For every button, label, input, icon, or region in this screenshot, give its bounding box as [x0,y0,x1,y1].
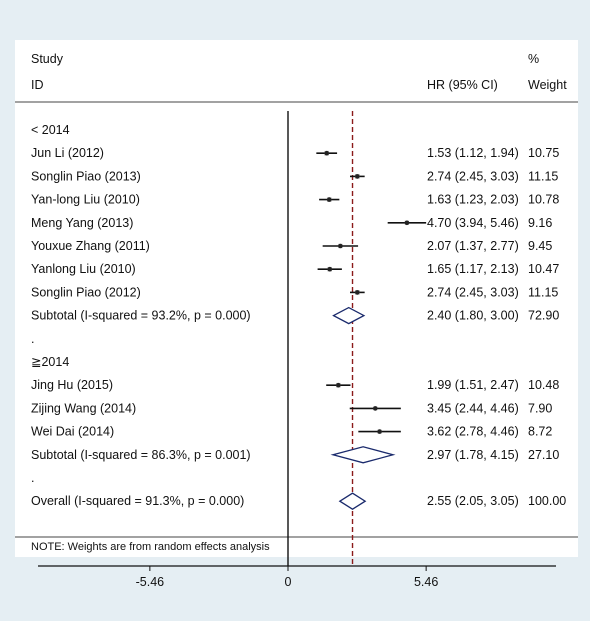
weight-value: 27.10 [528,448,559,462]
id-header: ID [31,78,44,92]
study-label: Subtotal (I-squared = 93.2%, p = 0.000) [31,309,251,323]
study-label: Jun Li (2012) [31,146,104,160]
study-label: Youxue Zhang (2011) [31,239,150,253]
hr-ci-value: 2.74 (2.45, 3.03) [427,285,519,299]
subtotal-diamond [332,306,366,325]
point-estimate-marker [372,406,378,411]
weight-value: 9.45 [528,239,552,253]
x-tick-label: 0 [285,575,292,589]
overall-diamond [338,492,367,510]
hr-ci-value: 3.45 (2.44, 4.46) [427,401,519,415]
point-estimate-marker [324,150,330,156]
weight-value: 11.15 [528,285,558,299]
point-estimate-marker [326,197,332,202]
point-estimate-marker [377,429,382,434]
weight-value: 7.90 [528,401,552,415]
spacer-dot: . [31,332,34,346]
point-estimate-marker [327,266,333,272]
study-label: Songlin Piao (2012) [31,285,141,299]
hr-ci-value: 4.70 (3.94, 5.46) [427,216,519,230]
weight-header: Weight [528,78,567,92]
hr-ci-value: 3.62 (2.78, 4.46) [427,425,519,439]
hr-ci-value: 2.74 (2.45, 3.03) [427,169,519,183]
study-label: Yanlong Liu (2010) [31,262,136,276]
point-estimate-marker [336,382,341,388]
weight-value: 72.90 [528,309,559,323]
hr-ci-value: 1.63 (1.23, 2.03) [427,193,519,207]
point-estimate-marker [355,290,360,295]
hr-ci-value: 2.97 (1.78, 4.15) [427,448,519,462]
hr-ci-value: 2.55 (2.05, 3.05) [427,494,519,508]
weight-value: 10.47 [528,262,559,276]
spacer-dot: . [31,471,34,485]
hr-header: HR (95% CI) [427,78,498,92]
footnote: NOTE: Weights are from random effects an… [31,541,270,553]
group-label: < 2014 [31,123,70,137]
weight-value: 10.48 [528,378,559,392]
study-label: Meng Yang (2013) [31,216,133,230]
subtotal-diamond [330,446,396,464]
hr-ci-value: 1.53 (1.12, 1.94) [427,146,519,160]
point-estimate-marker [338,243,343,249]
study-label: Songlin Piao (2013) [31,169,141,183]
plot-panel [15,40,578,557]
weight-value: 10.75 [528,146,559,160]
percent-header: % [528,52,539,66]
weight-value: 11.15 [528,169,558,183]
hr-ci-value: 2.07 (1.37, 2.77) [427,239,519,253]
x-tick-label: 5.46 [414,575,438,589]
hr-ci-value: 1.65 (1.17, 2.13) [427,262,519,276]
hr-ci-value: 2.40 (1.80, 3.00) [427,309,519,323]
hr-ci-value: 1.99 (1.51, 2.47) [427,378,519,392]
study-label: Yan-long Liu (2010) [31,193,140,207]
study-label: Wei Dai (2014) [31,425,114,439]
study-label: Jing Hu (2015) [31,378,113,392]
group-label: ≧2014 [31,355,69,369]
study-header: Study [31,52,64,66]
study-label: Overall (I-squared = 91.3%, p = 0.000) [31,494,244,508]
weight-value: 9.16 [528,216,552,230]
weight-value: 8.72 [528,425,552,439]
study-label: Zijing Wang (2014) [31,401,136,415]
point-estimate-marker [404,220,410,226]
weight-value: 100.00 [528,494,566,508]
x-tick-label: -5.46 [136,575,165,589]
weight-value: 10.78 [528,193,559,207]
study-label: Subtotal (I-squared = 86.3%, p = 0.001) [31,448,251,462]
point-estimate-marker [355,174,360,179]
